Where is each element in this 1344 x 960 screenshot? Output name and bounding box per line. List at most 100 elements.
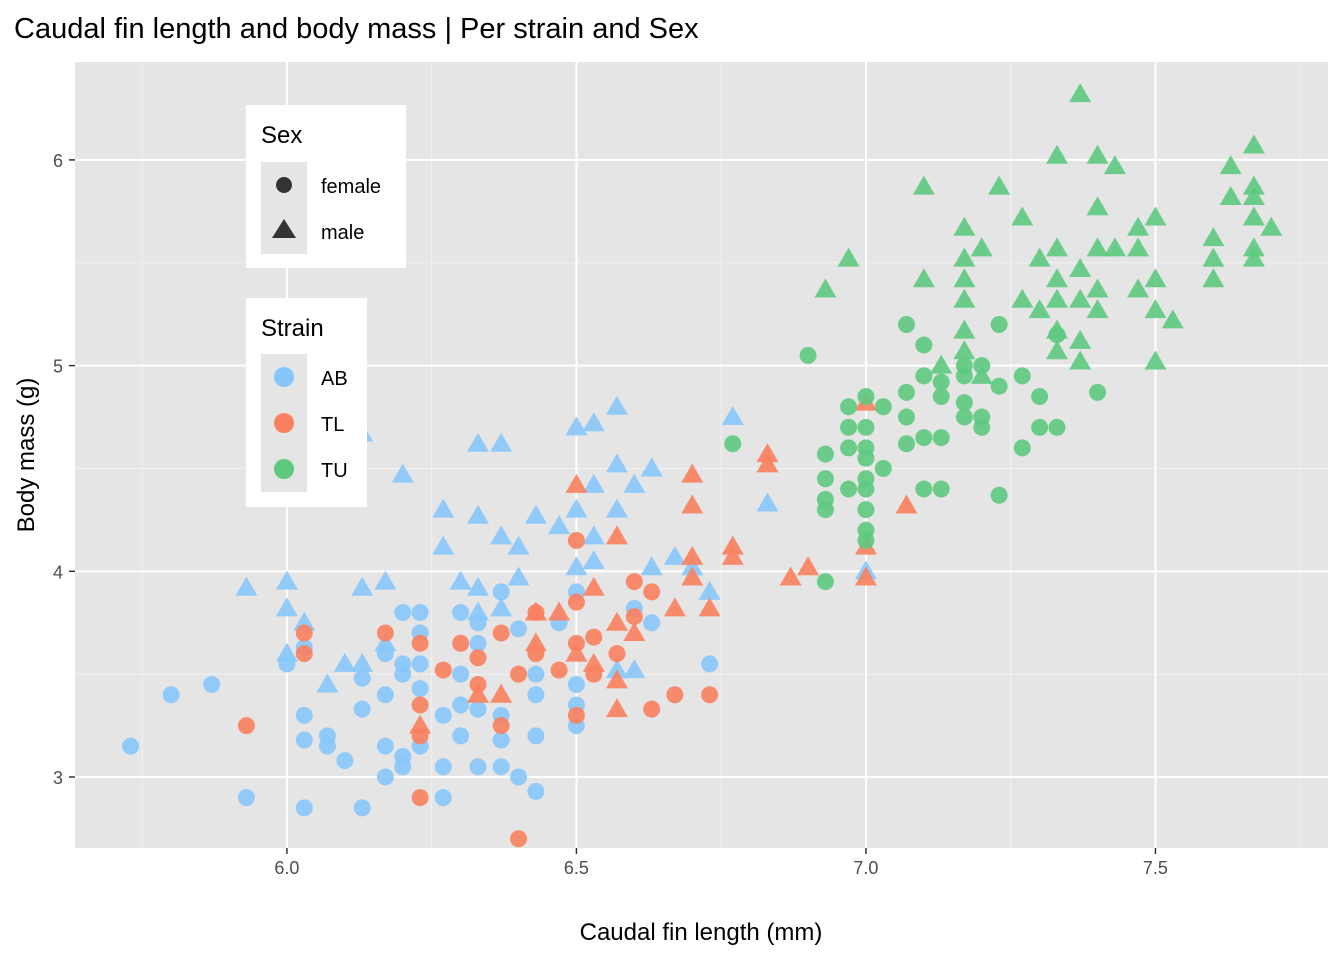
data-point-ab-female (510, 768, 528, 786)
data-point-ab-female (295, 731, 313, 749)
data-point-tu-male (814, 278, 837, 298)
data-point-ab-male (449, 570, 472, 590)
data-point-tu-female (897, 408, 915, 426)
data-point-ab-female (336, 752, 354, 770)
legend-female-circle-icon (276, 177, 292, 193)
data-point-tu-male (1069, 329, 1092, 349)
data-point-tu-female (857, 387, 875, 405)
data-point-ab-female (492, 583, 510, 601)
data-point-tu-male (953, 216, 976, 236)
data-point-tu-female (724, 435, 742, 453)
data-point-ab-female (492, 731, 510, 749)
x-tick-label: 6.5 (564, 858, 589, 878)
data-point-tu-male (953, 247, 976, 267)
data-point-tl-male (721, 545, 744, 565)
data-point-ab-male (605, 395, 628, 415)
data-point-ab-male (640, 457, 663, 477)
data-point-ab-female (527, 782, 545, 800)
data-point-tu-female (897, 435, 915, 453)
data-point-tl-female (567, 531, 585, 549)
data-point-tu-male (912, 175, 935, 195)
data-point-tl-male (605, 698, 628, 718)
data-point-tl-male (681, 545, 704, 565)
data-point-ab-female (452, 603, 470, 621)
data-point-ab-male (605, 498, 628, 518)
data-point-tu-male (1127, 278, 1150, 298)
data-point-tu-male (1028, 247, 1051, 267)
data-point-tl-female (411, 634, 429, 652)
data-point-ab-male (466, 601, 489, 621)
data-point-tu-female (915, 336, 933, 354)
data-point-ab-female (237, 789, 255, 807)
data-point-tl-female (434, 661, 452, 679)
data-point-tu-male (930, 354, 953, 374)
data-point-tu-male (1144, 268, 1167, 288)
data-point-ab-male (565, 556, 588, 576)
data-point-ab-female (434, 758, 452, 776)
data-point-tl-female (492, 717, 510, 735)
data-point-ab-male (582, 550, 605, 570)
data-point-tu-female (816, 470, 834, 488)
data-point-ab-female (643, 614, 661, 632)
data-point-tu-male (953, 340, 976, 360)
legend-label-tu: TU (321, 460, 348, 482)
data-point-ab-female (376, 737, 394, 755)
data-point-tl-female (452, 634, 470, 652)
data-point-tl-male (605, 669, 628, 689)
data-point-tu-male (912, 268, 935, 288)
data-point-ab-female (434, 706, 452, 724)
data-point-ab-female (353, 669, 371, 687)
y-tick-label: 3 (53, 768, 63, 788)
data-point-tl-female (567, 593, 585, 611)
data-point-ab-male (432, 535, 455, 555)
data-point-tl-male (623, 622, 646, 642)
data-point-tl-female (608, 645, 626, 663)
data-point-tl-female (295, 645, 313, 663)
data-point-tl-male (548, 601, 571, 621)
data-point-tl-female (492, 624, 510, 642)
data-point-tl-female (567, 706, 585, 724)
data-point-tu-female (840, 418, 858, 436)
data-point-tu-female (816, 445, 834, 463)
data-point-tl-female (643, 583, 661, 601)
data-point-tu-female (840, 439, 858, 457)
data-point-tu-male (837, 247, 860, 267)
data-point-tu-male (1046, 319, 1069, 339)
data-point-ab-female (527, 686, 545, 704)
data-point-tl-male (681, 463, 704, 483)
data-point-tu-male (1127, 216, 1150, 236)
data-point-ab-male (466, 432, 489, 452)
data-point-tu-male (1069, 83, 1092, 103)
data-point-tu-male (1086, 278, 1109, 298)
data-point-ab-female (353, 700, 371, 718)
data-point-tl-male (698, 597, 721, 617)
y-axis-ticks: 3 4 5 6 (53, 151, 75, 788)
data-point-tl-male (721, 535, 744, 555)
data-point-ab-male (490, 525, 513, 545)
data-point-tl-female (701, 686, 719, 704)
data-point-tu-female (857, 531, 875, 549)
x-axis-label: Caudal fin length (mm) (580, 919, 823, 946)
data-point-tu-male (1242, 206, 1265, 226)
data-point-tu-male (1242, 175, 1265, 195)
data-point-tu-male (1144, 350, 1167, 370)
data-point-tu-female (874, 398, 892, 416)
legend-strain: Strain AB TL TU (246, 298, 367, 507)
data-point-tu-male (1046, 144, 1069, 164)
data-point-ab-female (411, 603, 429, 621)
data-point-tu-female (915, 429, 933, 447)
data-point-tu-male (1086, 196, 1109, 216)
data-point-ab-female (469, 758, 487, 776)
data-point-ab-female (394, 758, 412, 776)
data-point-ab-female (452, 696, 470, 714)
data-point-tu-female (857, 449, 875, 467)
data-point-tu-male (1086, 299, 1109, 319)
data-point-ab-male (756, 492, 779, 512)
data-point-tl-male (565, 642, 588, 662)
data-point-tl-male (582, 576, 605, 596)
data-point-tl-female (411, 789, 429, 807)
data-point-tu-female (915, 480, 933, 498)
data-point-tl-male (854, 566, 877, 586)
data-point-tl-male (779, 566, 802, 586)
